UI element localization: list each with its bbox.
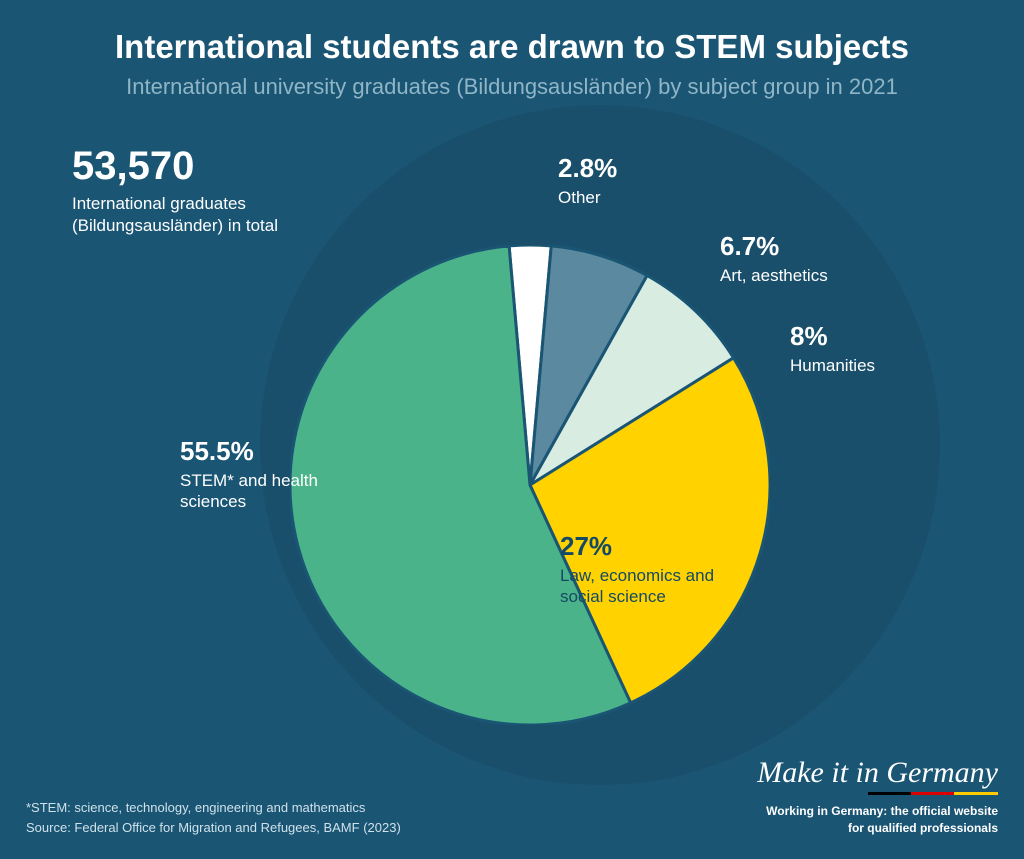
total-number: 53,570 (72, 144, 278, 189)
slice-label-humanities: 8% Humanities (790, 320, 875, 376)
total-label-line1: International graduates (72, 194, 246, 213)
total-label-line2: (Bildungsausländer) in total (72, 216, 278, 235)
brand-tag-line2: for qualified professionals (848, 821, 998, 835)
slice-name-stem: STEM* and health sciences (180, 470, 350, 513)
pie-chart (290, 245, 770, 725)
brand-logo: Make it in Germany (757, 756, 998, 790)
total-block: 53,570 International graduates (Bildungs… (72, 144, 278, 237)
brand-tagline: Working in Germany: the official website… (757, 803, 998, 837)
slice-pct-art: 6.7% (720, 230, 828, 263)
footnote-line2: Source: Federal Office for Migration and… (26, 818, 401, 838)
slice-pct-stem: 55.5% (180, 435, 350, 468)
brand-block: Make it in Germany Working in Germany: t… (757, 756, 998, 837)
slice-name-law: Law, economics and social science (560, 565, 750, 608)
slice-label-art: 6.7% Art, aesthetics (720, 230, 828, 286)
slice-pct-other: 2.8% (558, 152, 617, 185)
slice-pct-law: 27% (560, 530, 750, 563)
slice-name-art: Art, aesthetics (720, 265, 828, 286)
slice-name-other: Other (558, 187, 617, 208)
slice-pct-humanities: 8% (790, 320, 875, 353)
footnote-line1: *STEM: science, technology, engineering … (26, 798, 401, 818)
footnote: *STEM: science, technology, engineering … (26, 798, 401, 837)
slice-label-stem: 55.5% STEM* and health sciences (180, 435, 350, 512)
slice-name-humanities: Humanities (790, 355, 875, 376)
slice-label-law: 27% Law, economics and social science (560, 530, 750, 607)
total-label: International graduates (Bildungsausländ… (72, 193, 278, 237)
chart-title: International students are drawn to STEM… (0, 28, 1024, 66)
chart-subtitle: International university graduates (Bild… (0, 74, 1024, 100)
brand-tag-line1: Working in Germany: the official website (766, 804, 998, 818)
brand-flag-underline (868, 792, 998, 795)
slice-label-other: 2.8% Other (558, 152, 617, 208)
